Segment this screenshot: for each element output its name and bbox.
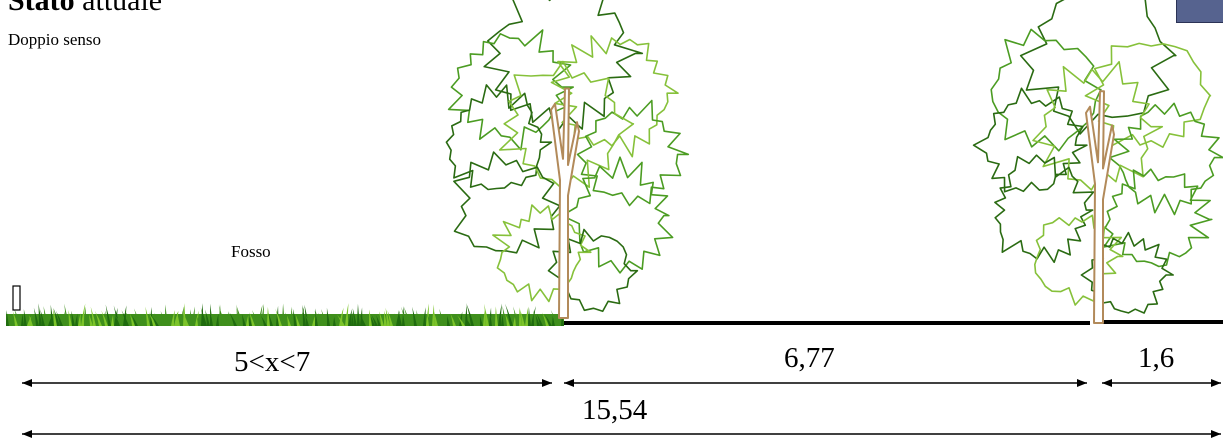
dimension-road-width: 6,77: [784, 342, 835, 374]
tree-icon: [972, 0, 1223, 324]
grass-icon: [6, 303, 564, 326]
ditch-label: Fosso: [231, 242, 271, 261]
page-title: Stato attuale: [8, 0, 162, 16]
title-rest: attuale: [74, 0, 163, 17]
tree-icon: [445, 0, 690, 319]
dimension-total-width: 15,54: [582, 394, 648, 426]
corner-box: [1176, 0, 1223, 23]
post-icon: [12, 285, 21, 311]
subtitle: Doppio senso: [8, 30, 102, 49]
dimension-ditch-width: 5<x<7: [234, 346, 311, 378]
dimension-side-width: 1,6: [1138, 342, 1175, 374]
title-bold: Stato: [8, 0, 75, 17]
